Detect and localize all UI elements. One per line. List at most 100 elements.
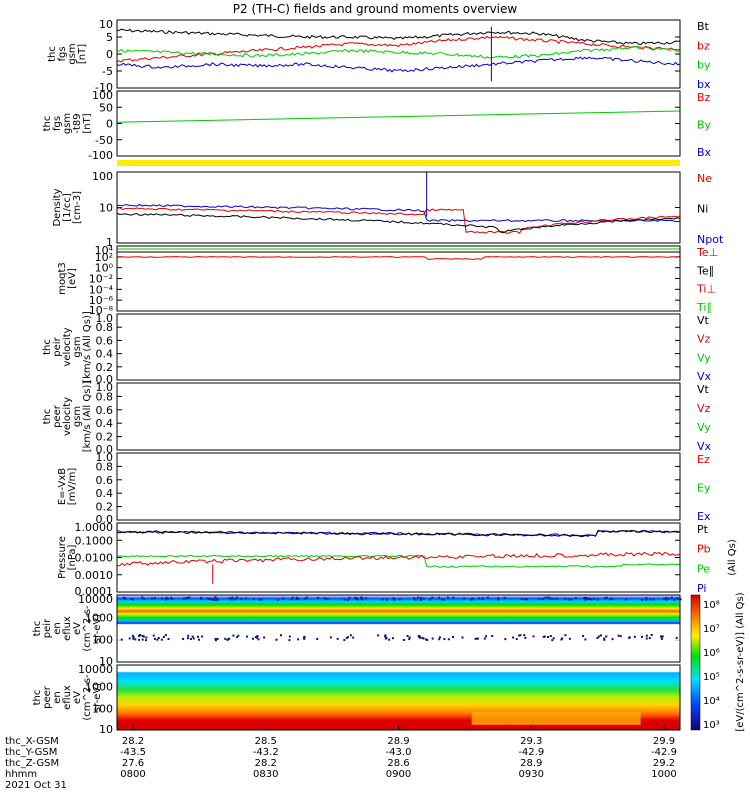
ytick-label: 0.0 [96,373,114,386]
spec-noise [590,598,593,601]
xtick-label: 29.3 [520,736,542,747]
ytick-label: 0.6 [96,474,114,487]
spec-noise [201,635,204,638]
ylabel-line: (cm^2-s- [82,674,93,721]
spec-noise [167,638,170,641]
colorbar-label: [eV/(cm^2-s-sr-eV)] (All Qs) [735,592,746,731]
spec-noise [392,597,395,600]
ylabel-line: eflux [62,616,73,641]
spec-noise [303,597,306,600]
spec-noise [549,635,552,638]
spec-noise [541,597,544,600]
spec-noise [515,638,518,641]
spec-noise [348,596,351,599]
spec-noise [323,597,326,600]
spec-noise [648,637,651,640]
legend-label: bz [697,39,710,52]
spec-noise [343,638,346,641]
ylabel-line: peir [42,618,53,638]
spec-noise [483,637,486,640]
spec-noise [561,637,564,640]
spec-noise [470,598,473,601]
spec-noise [645,597,648,600]
xtick-label: 29.9 [653,736,675,747]
spec-noise [424,638,427,641]
spec-noise [663,597,666,600]
spec-noise [525,598,528,601]
ytick-label: 10 [99,655,113,668]
spec-noise [156,638,159,641]
ytick-label: 10000 [78,593,113,606]
spec-noise [393,598,396,601]
ylabel-line: [nPa] [67,544,78,570]
ytick-label: 0.0010 [75,569,114,582]
spec-noise [604,597,607,600]
spec-noise [584,598,587,601]
legend-label: Npot [697,233,724,246]
ytick-label: 0 [106,48,113,61]
series-bx [116,56,681,73]
ytick-label: 1 [106,236,113,249]
xtick-label: 0900 [386,769,411,780]
spec-noise [406,634,409,637]
spec-noise [570,598,573,601]
spec-noise [384,635,387,638]
ytick-label: 0.4 [96,417,114,430]
spec-noise [542,635,545,638]
pb-line [116,551,681,567]
legend-label: Ti⊥ [696,283,716,296]
legend-label: Ey [697,482,711,495]
spec-noise [388,638,391,641]
spec-noise [568,598,571,601]
spec-noise [609,598,612,601]
ytick-label: 0 [106,118,113,131]
spec-noise [518,634,521,637]
spec-noise [191,635,194,638]
spec-noise [552,637,555,640]
spec-noise [128,637,131,640]
ytick-label: 0.1000 [75,534,114,547]
legend-label: Vt [697,383,710,396]
legend-label: Vz [697,402,711,415]
spec-noise [152,634,155,637]
ytick-label: 100 [92,170,113,183]
spec-noise [422,597,425,600]
spec-noise [564,597,567,600]
xaxis-row-label: 2021 Oct 31 [5,780,67,791]
colorbar-tick: 10³ [703,720,720,731]
spec-noise [297,597,300,600]
spec-noise [216,598,219,601]
ylabel-line: velocity [62,397,73,436]
spec-noise [256,634,259,637]
spec-noise [246,635,249,638]
spec-noise [157,637,160,640]
spec-noise [209,598,212,601]
ylabel-line: [cm-3] [72,191,83,224]
ytick-label: 10⁻⁶ [89,294,114,307]
panel-frame [116,19,681,89]
xtick-label: 27.6 [122,758,144,769]
ytick-label: 5 [106,31,113,44]
ylabel-line: thc [47,46,58,62]
npot-line [116,203,681,223]
colorbar-tick: 10⁵ [703,672,720,683]
ytick-label: 0.4 [96,487,114,500]
ytick-label: 100 [92,634,113,647]
spec-noise [447,638,450,641]
spec-noise [137,638,140,641]
spec-noise [345,636,348,639]
ytick-label: 10² [95,251,113,264]
spec-noise [305,596,308,599]
spec-noise [200,597,203,600]
panel-frame [116,313,681,381]
legend-label: Vy [697,351,711,364]
spec-noise [597,635,600,638]
spec-noise [141,596,144,599]
ytick-label: 10⁰ [95,262,114,275]
ytick-label: 10⁻² [89,273,113,286]
spec-noise [477,597,480,600]
spec-noise [214,638,217,641]
spec-noise [122,596,125,599]
xtick-label: 28.2 [255,758,277,769]
spec-noise [365,597,368,600]
